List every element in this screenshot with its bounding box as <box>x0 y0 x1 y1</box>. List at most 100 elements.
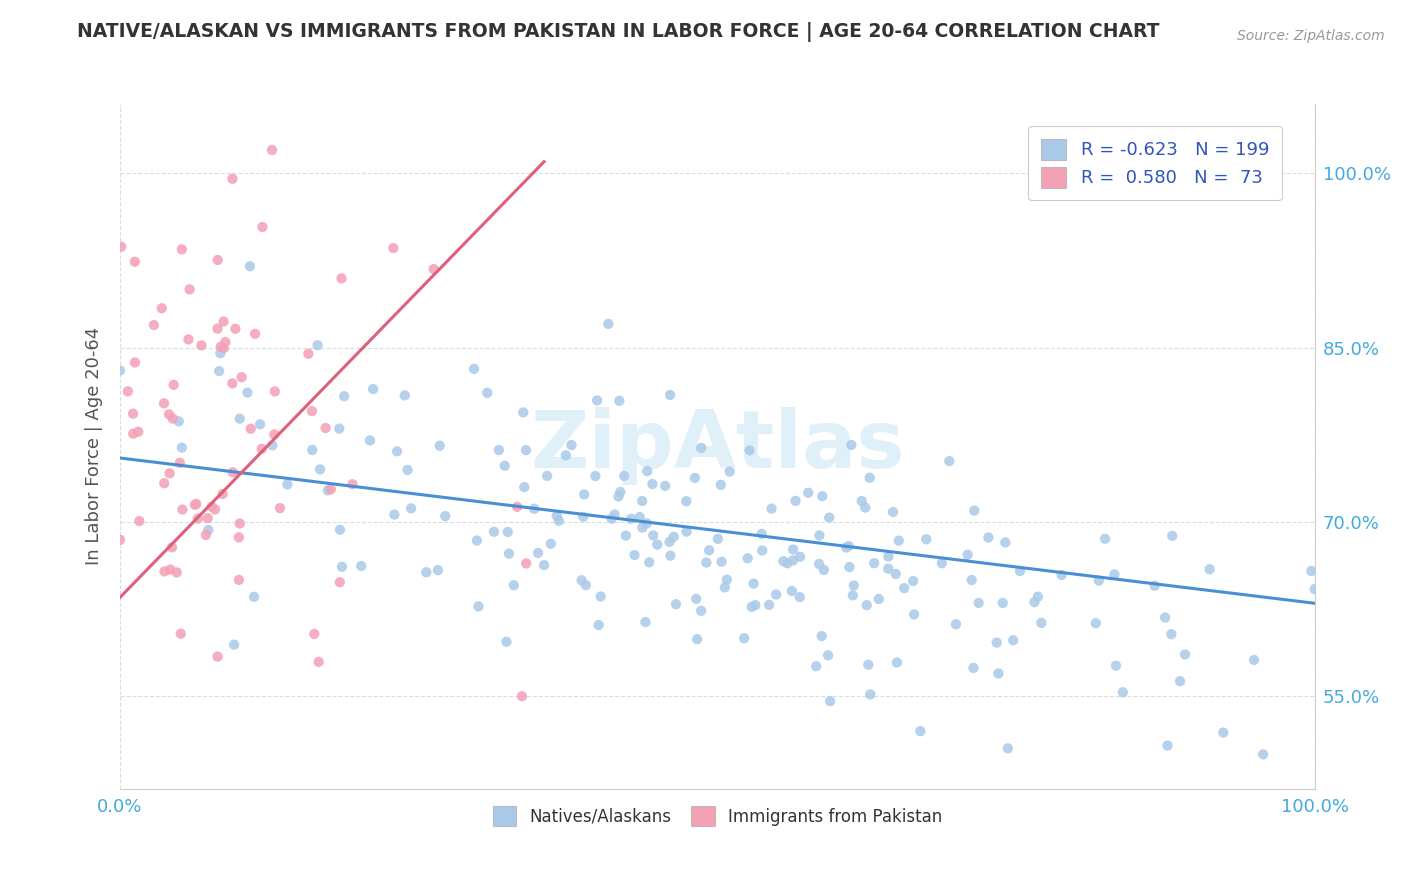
Point <box>858 657 880 672</box>
Point <box>330 271 353 285</box>
Point <box>330 559 353 574</box>
Point <box>742 576 765 591</box>
Point <box>262 438 284 452</box>
Point <box>249 417 271 432</box>
Point <box>882 505 904 519</box>
Point <box>342 477 364 491</box>
Point <box>571 574 593 588</box>
Point <box>962 661 984 675</box>
Point <box>209 346 232 360</box>
Point <box>1161 529 1184 543</box>
Point <box>901 574 924 588</box>
Point <box>221 171 243 186</box>
Point <box>654 479 676 493</box>
Point <box>231 370 253 384</box>
Point <box>236 385 259 400</box>
Point <box>495 634 517 648</box>
Point <box>560 438 582 452</box>
Point <box>810 629 832 643</box>
Text: Source: ZipAtlas.com: Source: ZipAtlas.com <box>1237 29 1385 43</box>
Point <box>228 411 250 425</box>
Point <box>540 537 562 551</box>
Point <box>153 565 176 579</box>
Point <box>967 596 990 610</box>
Point <box>384 508 406 522</box>
Point <box>108 363 131 377</box>
Point <box>744 598 766 612</box>
Point <box>301 404 323 418</box>
Point <box>263 384 285 399</box>
Point <box>938 454 960 468</box>
Point <box>212 341 235 355</box>
Point <box>184 498 207 512</box>
Point <box>835 541 858 555</box>
Point <box>250 442 273 456</box>
Point <box>207 649 229 664</box>
Point <box>884 566 907 581</box>
Text: ZipAtlas: ZipAtlas <box>530 408 904 485</box>
Point <box>1243 653 1265 667</box>
Point <box>197 523 219 537</box>
Point <box>224 322 246 336</box>
Point <box>243 326 266 341</box>
Point <box>631 494 654 508</box>
Point <box>260 143 283 157</box>
Point <box>207 252 229 267</box>
Point <box>686 632 709 647</box>
Point <box>159 563 181 577</box>
Point <box>789 549 811 564</box>
Point <box>276 477 298 491</box>
Point <box>1168 674 1191 689</box>
Point <box>675 494 697 508</box>
Point <box>643 528 665 542</box>
Point <box>382 241 405 255</box>
Point <box>224 638 246 652</box>
Point <box>166 566 188 580</box>
Point <box>157 408 180 422</box>
Point <box>208 364 231 378</box>
Point <box>987 666 1010 681</box>
Point <box>818 510 841 524</box>
Point <box>1303 582 1326 596</box>
Point <box>221 376 243 391</box>
Point <box>804 659 827 673</box>
Point <box>153 396 176 410</box>
Point <box>465 533 488 548</box>
Point <box>841 438 863 452</box>
Point <box>239 422 262 436</box>
Point <box>785 494 807 508</box>
Point <box>588 618 610 632</box>
Point <box>108 533 131 547</box>
Point <box>737 551 759 566</box>
Point <box>589 590 612 604</box>
Point <box>991 596 1014 610</box>
Point <box>1002 633 1025 648</box>
Point <box>1024 595 1046 609</box>
Point <box>1084 616 1107 631</box>
Point <box>1154 610 1177 624</box>
Point <box>482 524 505 539</box>
Point <box>1156 739 1178 753</box>
Point <box>190 338 212 352</box>
Point <box>697 543 720 558</box>
Point <box>533 558 555 573</box>
Point <box>315 421 337 435</box>
Point <box>780 584 803 599</box>
Point <box>197 511 219 525</box>
Point <box>429 439 451 453</box>
Point <box>685 591 707 606</box>
Point <box>309 462 332 476</box>
Point <box>523 501 546 516</box>
Point <box>738 443 761 458</box>
Point <box>122 407 145 421</box>
Point <box>204 502 226 516</box>
Point <box>613 469 636 483</box>
Point <box>631 520 654 534</box>
Point <box>187 511 209 525</box>
Point <box>229 516 252 531</box>
Point <box>859 687 882 701</box>
Point <box>851 494 873 508</box>
Point <box>269 501 291 516</box>
Point <box>609 393 631 408</box>
Point <box>607 490 630 504</box>
